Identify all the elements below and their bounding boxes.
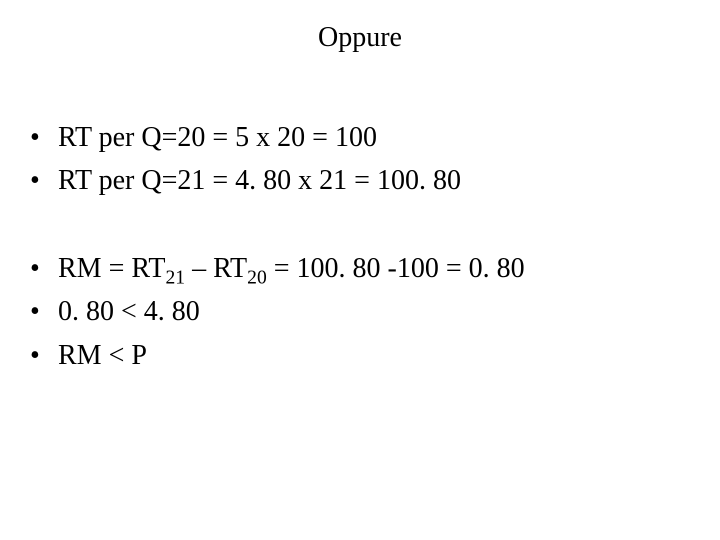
text-fragment: – RT	[185, 253, 247, 284]
subscript: 20	[247, 267, 267, 288]
spacer	[30, 203, 690, 247]
list-item: 0. 80 < 4. 80	[30, 290, 690, 333]
slide-title: Oppure	[0, 22, 720, 54]
list-item: RT per Q=20 = 5 x 20 = 100	[30, 116, 690, 159]
list-item: RT per Q=21 = 4. 80 x 21 = 100. 80	[30, 159, 690, 202]
slide: Oppure RT per Q=20 = 5 x 20 = 100 RT per…	[0, 0, 720, 540]
text-fragment: RM = RT	[58, 253, 165, 284]
bullet-list-1: RT per Q=20 = 5 x 20 = 100 RT per Q=21 =…	[30, 116, 690, 203]
list-item: RM = RT21 – RT20 = 100. 80 -100 = 0. 80	[30, 247, 690, 290]
slide-body: RT per Q=20 = 5 x 20 = 100 RT per Q=21 =…	[30, 116, 690, 377]
bullet-list-2: RM = RT21 – RT20 = 100. 80 -100 = 0. 80 …	[30, 247, 690, 377]
list-item: RM < P	[30, 334, 690, 377]
subscript: 21	[165, 267, 185, 288]
text-fragment: = 100. 80 -100 = 0. 80	[267, 253, 525, 284]
